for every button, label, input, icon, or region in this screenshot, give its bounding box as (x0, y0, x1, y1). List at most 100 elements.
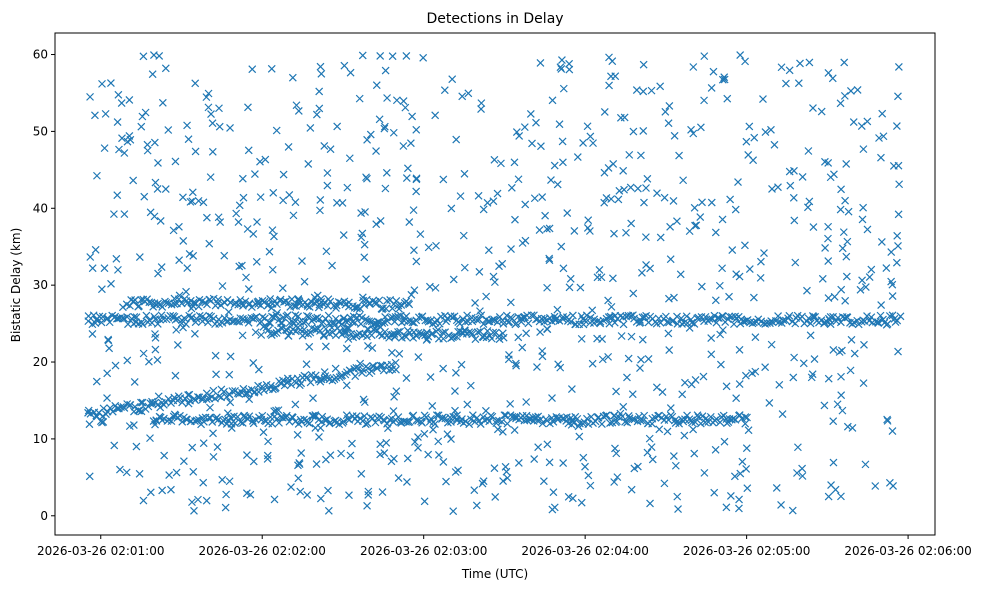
data-point (524, 319, 533, 328)
data-point (204, 89, 213, 98)
data-point (364, 487, 373, 496)
data-point (256, 193, 265, 202)
data-point (619, 402, 628, 411)
data-point (664, 329, 673, 338)
data-point (189, 251, 198, 260)
data-point (867, 265, 876, 274)
data-point (175, 222, 183, 231)
data-point (375, 296, 384, 305)
data-point (302, 373, 311, 382)
data-point (499, 333, 508, 342)
data-point (360, 301, 369, 309)
data-point (154, 159, 162, 167)
data-point (836, 99, 845, 108)
data-point (463, 400, 472, 409)
data-point (669, 452, 678, 460)
data-point (239, 412, 248, 421)
data-point (504, 355, 513, 364)
data-point (742, 444, 751, 453)
data-point (321, 324, 330, 333)
data-point (489, 272, 498, 281)
data-point (125, 422, 134, 431)
data-point (482, 292, 491, 301)
data-point (188, 313, 196, 322)
data-point (332, 198, 341, 207)
data-point (735, 272, 744, 281)
data-point (589, 139, 597, 148)
data-point (722, 382, 731, 391)
data-point (208, 119, 217, 128)
data-point (215, 104, 223, 113)
data-point (324, 506, 333, 515)
data-point (728, 246, 737, 254)
data-point (369, 362, 378, 371)
data-point (282, 326, 291, 335)
data-point (296, 487, 305, 496)
data-point (384, 424, 392, 433)
data-point (808, 370, 817, 379)
data-point (298, 257, 306, 266)
data-point (790, 216, 799, 225)
data-point (619, 166, 628, 175)
data-point (175, 291, 184, 300)
data-point (628, 390, 637, 399)
data-point (696, 213, 705, 221)
data-point (726, 492, 735, 500)
data-point (466, 381, 475, 390)
data-point (644, 355, 653, 363)
data-point (824, 492, 833, 501)
data-point (183, 299, 192, 308)
data-point (337, 449, 346, 458)
data-point (892, 258, 901, 267)
data-point (798, 472, 807, 480)
data-point (365, 299, 373, 308)
data-point (362, 275, 371, 284)
data-point (308, 412, 317, 420)
data-point (883, 416, 892, 425)
data-point (551, 315, 560, 324)
data-point (725, 312, 734, 321)
data-point (738, 457, 747, 466)
data-point (414, 443, 422, 452)
data-point (418, 418, 426, 427)
data-point (550, 161, 559, 170)
data-point (673, 312, 681, 321)
data-point (549, 417, 558, 426)
data-point (843, 237, 852, 246)
data-point (360, 240, 369, 249)
data-point (178, 417, 187, 426)
data-point (490, 464, 499, 473)
data-point (317, 69, 326, 78)
data-point (240, 316, 249, 325)
data-point (711, 296, 720, 305)
data-point (749, 156, 758, 165)
data-point (268, 226, 277, 235)
data-point (718, 326, 727, 334)
data-point (514, 175, 523, 184)
data-point (97, 285, 106, 294)
data-point (263, 451, 272, 460)
data-point (681, 378, 689, 387)
data-point (606, 312, 615, 321)
plot-frame (54, 32, 936, 536)
data-point (749, 293, 758, 302)
data-point (112, 254, 121, 263)
data-point (740, 241, 749, 250)
data-point (883, 415, 892, 424)
data-point (558, 137, 567, 146)
data-point (640, 411, 649, 420)
data-point (593, 334, 602, 343)
data-point (432, 241, 440, 250)
data-point (409, 206, 418, 215)
data-point (108, 407, 117, 416)
data-point (839, 228, 848, 237)
data-point (304, 312, 313, 321)
data-point (447, 435, 455, 443)
data-point (842, 252, 851, 261)
data-point (885, 478, 894, 487)
data-point (707, 198, 716, 207)
data-point (363, 325, 372, 333)
data-point (531, 413, 540, 422)
data-point (276, 295, 285, 304)
data-point (85, 420, 94, 429)
